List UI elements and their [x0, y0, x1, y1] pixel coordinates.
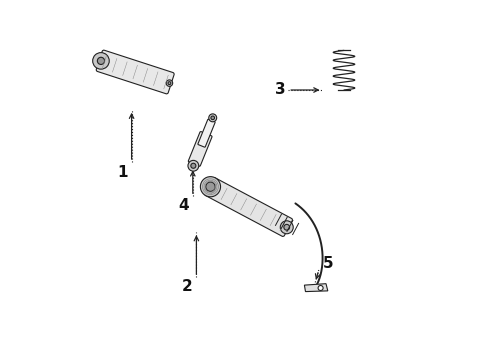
- Circle shape: [188, 160, 199, 171]
- Circle shape: [318, 285, 323, 291]
- FancyBboxPatch shape: [198, 119, 215, 147]
- Circle shape: [168, 82, 171, 85]
- FancyBboxPatch shape: [205, 177, 293, 237]
- Text: 1: 1: [117, 165, 128, 180]
- Text: 5: 5: [322, 256, 333, 271]
- Text: 3: 3: [275, 82, 286, 98]
- Circle shape: [284, 224, 290, 230]
- Circle shape: [206, 182, 215, 192]
- Circle shape: [191, 163, 196, 168]
- Polygon shape: [304, 284, 328, 292]
- Circle shape: [211, 116, 215, 120]
- FancyBboxPatch shape: [188, 132, 212, 166]
- Text: 2: 2: [182, 279, 193, 294]
- Circle shape: [200, 177, 220, 197]
- Text: 4: 4: [178, 198, 189, 213]
- Circle shape: [209, 114, 217, 122]
- Circle shape: [280, 221, 293, 234]
- Circle shape: [93, 53, 109, 69]
- Circle shape: [98, 57, 104, 64]
- Circle shape: [166, 80, 172, 86]
- FancyBboxPatch shape: [96, 50, 174, 94]
